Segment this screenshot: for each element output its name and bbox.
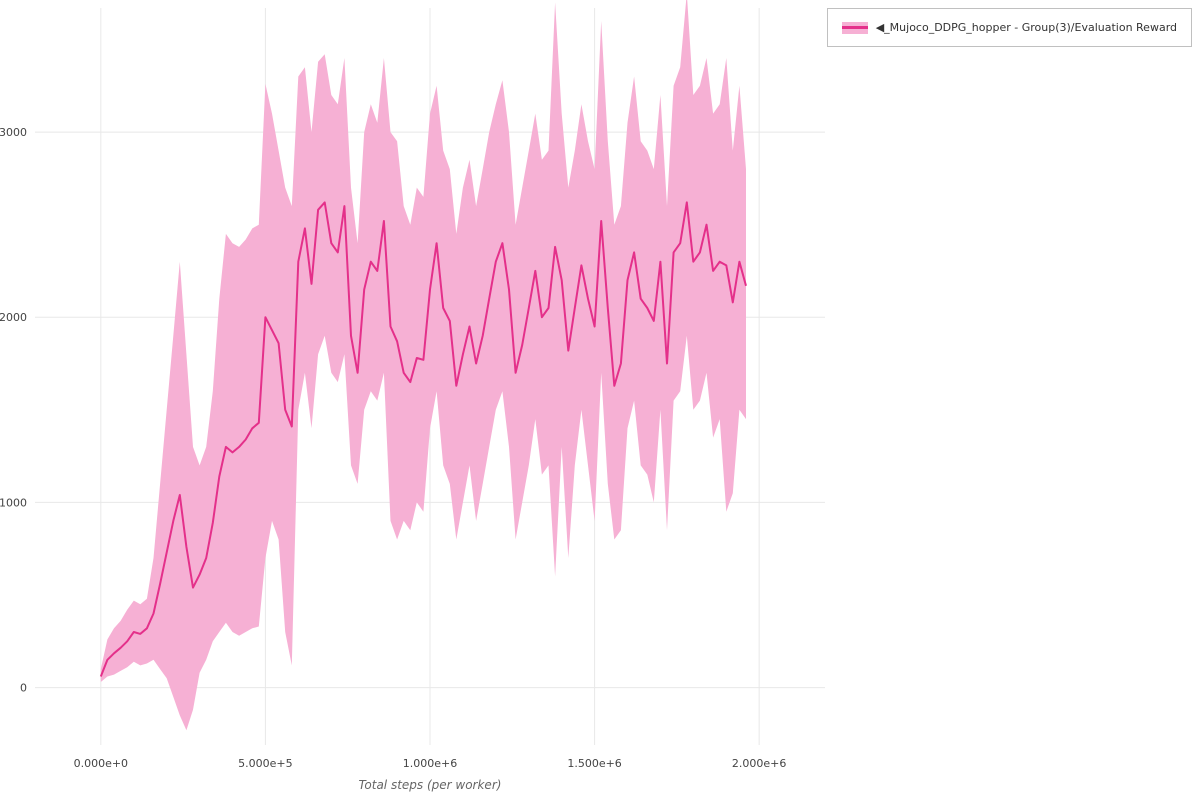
legend-swatch-line [841, 26, 868, 29]
legend-swatch [841, 21, 868, 34]
legend-label: ◀_Mujoco_DDPG_hopper - Group(3)/Evaluati… [875, 21, 1177, 34]
y-tick-label: 1000 [0, 496, 27, 509]
x-axis-label: Total steps (per worker) [358, 778, 502, 792]
y-tick-label: 3000 [0, 126, 27, 139]
mean-line [99, 201, 747, 677]
confidence-band [100, 0, 746, 731]
x-tick-label: 2.000e+6 [732, 757, 786, 770]
x-tick-label: 1.000e+6 [403, 757, 457, 770]
y-tick-label: 2000 [0, 311, 27, 324]
y-tick-label: 0 [20, 682, 27, 695]
legend-item[interactable]: ◀_Mujoco_DDPG_hopper - Group(3)/Evaluati… [841, 21, 1177, 34]
legend: ◀_Mujoco_DDPG_hopper - Group(3)/Evaluati… [826, 8, 1192, 47]
x-tick-label: 0.000e+0 [74, 757, 128, 770]
x-tick-label: 1.500e+6 [567, 757, 621, 770]
x-tick-label: 5.000e+5 [238, 757, 292, 770]
